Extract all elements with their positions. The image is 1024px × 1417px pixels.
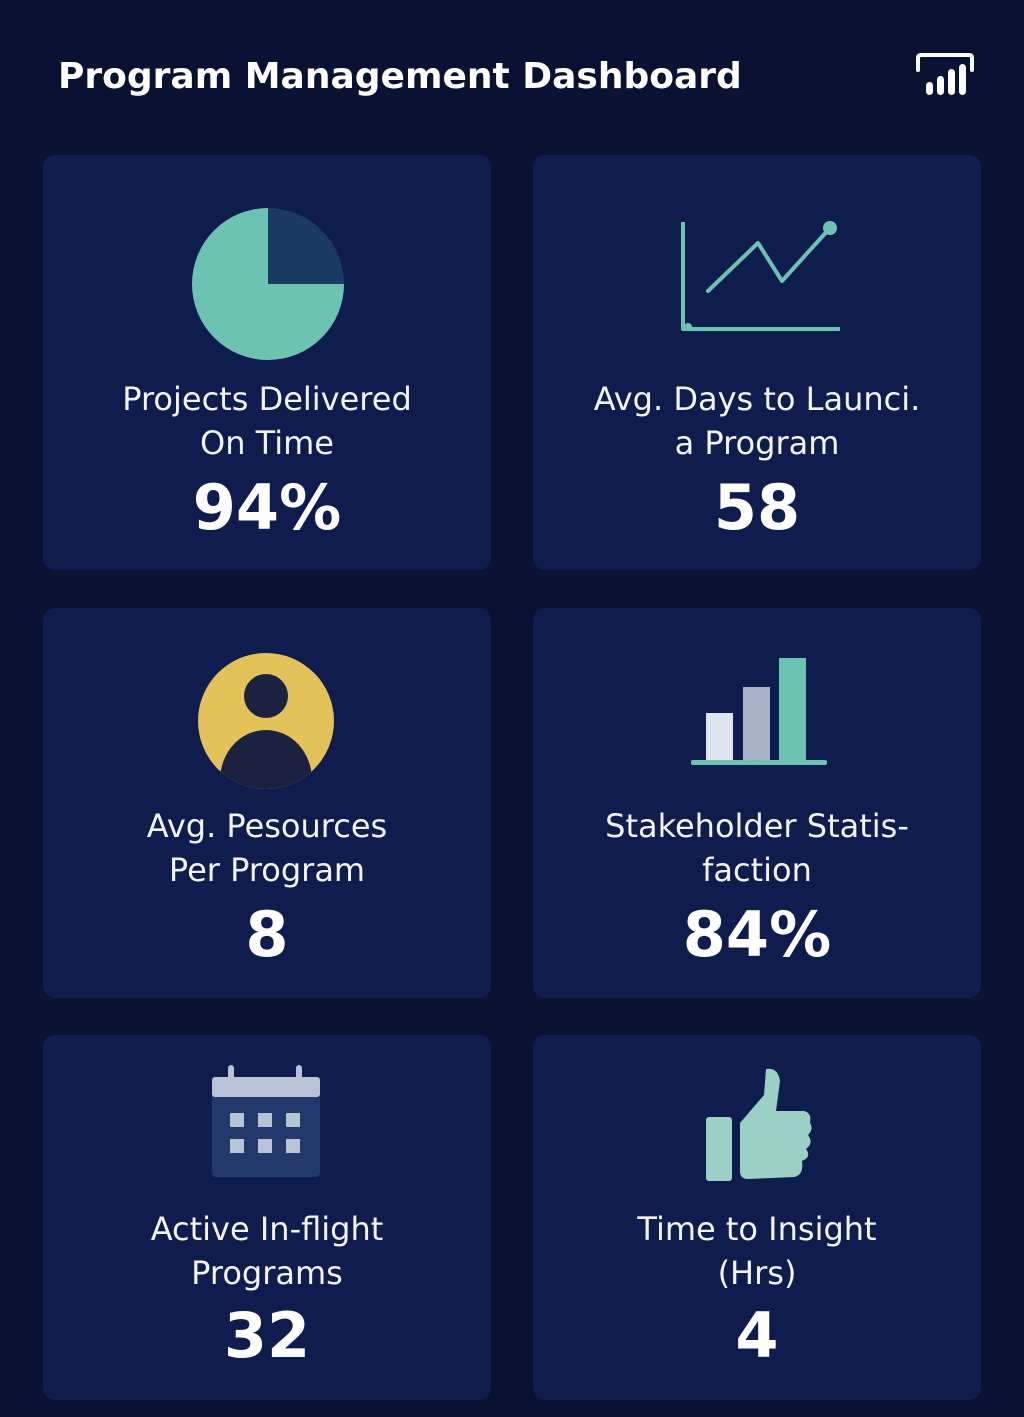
kpi-value: 32 (223, 1299, 311, 1372)
dashboard-header: Program Management Dashboard (0, 0, 1024, 150)
user-avatar-icon (198, 653, 334, 789)
kpi-value: 58 (713, 471, 801, 544)
kpi-value: 84% (682, 898, 832, 971)
kpi-card-resources-per-program[interactable]: Avg. Pesources Per Program 8 (43, 608, 491, 998)
kpi-value: 8 (245, 898, 289, 971)
kpi-card-active-programs[interactable]: Active In-flight Programs 32 (43, 1035, 491, 1400)
page-title: Program Management Dashboard (58, 56, 742, 97)
kpi-card-stakeholder-satisfaction[interactable]: Stakeholder Statis- faction 84% (533, 608, 981, 998)
thumbs-up-icon (706, 1068, 812, 1181)
kpi-label: Time to Insight (Hrs) (637, 1210, 877, 1292)
pie-chart-icon (192, 208, 344, 360)
kpi-card-time-to-insight[interactable]: Time to Insight (Hrs) 4 (533, 1035, 981, 1400)
kpi-value: 4 (735, 1299, 779, 1372)
kpi-card-projects-on-time[interactable]: Projects Delivered On Time 94% (43, 155, 491, 570)
kpi-label: Active In-flight Programs (150, 1210, 384, 1292)
kpi-card-days-to-launch[interactable]: Avg. Days to Launci. a Program 58 (533, 155, 981, 570)
kpi-label: Stakeholder Statis- faction (605, 807, 909, 889)
powerbi-logo-icon[interactable] (912, 52, 978, 100)
kpi-label: Avg. Pesources Per Program (146, 807, 388, 889)
kpi-label: Projects Delivered On Time (122, 380, 412, 462)
kpi-value: 94% (192, 471, 342, 544)
kpi-label: Avg. Days to Launci. a Program (593, 380, 921, 462)
line-chart-icon (681, 221, 840, 331)
calendar-icon (212, 1065, 320, 1177)
bar-chart-icon (691, 658, 827, 765)
